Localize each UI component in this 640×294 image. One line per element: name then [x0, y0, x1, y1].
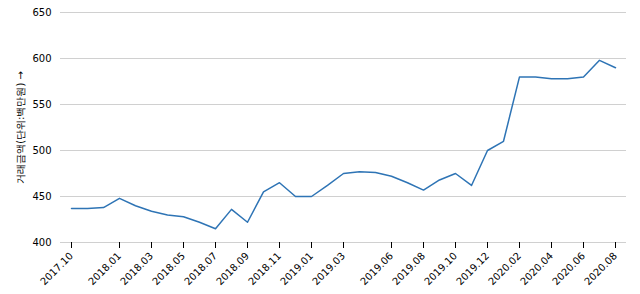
- svg-text:2019.06: 2019.06: [358, 250, 395, 287]
- svg-text:600: 600: [32, 53, 51, 64]
- svg-text:2019.01: 2019.01: [278, 250, 315, 287]
- svg-text:2017.10: 2017.10: [38, 250, 75, 287]
- svg-text:2020.06: 2020.06: [550, 250, 587, 287]
- svg-text:450: 450: [32, 191, 51, 202]
- svg-text:2019.12: 2019.12: [454, 250, 491, 287]
- svg-text:550: 550: [32, 99, 51, 110]
- svg-text:2018.07: 2018.07: [182, 250, 219, 287]
- svg-text:500: 500: [32, 145, 51, 156]
- svg-text:2018.11: 2018.11: [246, 250, 283, 287]
- svg-text:2018.03: 2018.03: [118, 250, 155, 287]
- svg-text:650: 650: [32, 7, 51, 18]
- svg-text:2019.10: 2019.10: [422, 250, 459, 287]
- svg-text:거래금액(단위:백만원) →: 거래금액(단위:백만원) →: [15, 71, 26, 184]
- svg-text:2019.03: 2019.03: [310, 250, 347, 287]
- svg-text:400: 400: [32, 237, 51, 248]
- svg-text:2018.01: 2018.01: [86, 250, 123, 287]
- svg-text:2020.04: 2020.04: [518, 250, 555, 287]
- svg-text:2020.02: 2020.02: [486, 250, 523, 287]
- svg-text:2019.08: 2019.08: [390, 250, 427, 287]
- svg-text:2018.05: 2018.05: [150, 250, 187, 287]
- svg-text:2020.08: 2020.08: [582, 250, 619, 287]
- svg-text:2018.09: 2018.09: [214, 250, 251, 287]
